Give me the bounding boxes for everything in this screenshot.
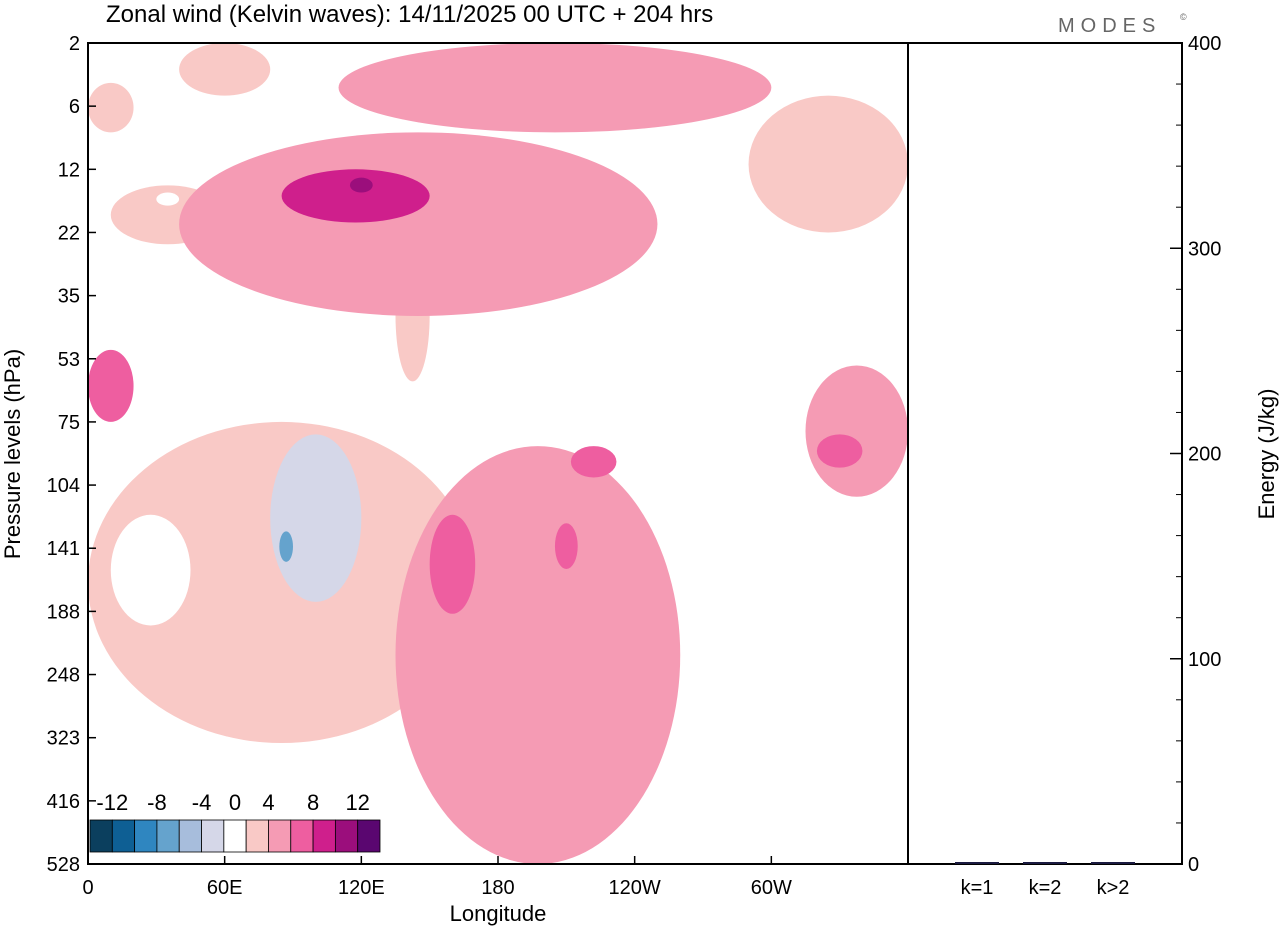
colorbar-cell bbox=[312, 819, 336, 853]
contour-pos-central-pacific-top bbox=[570, 446, 617, 478]
longitude-axis: 0 60E 120E 180 120W 60W bbox=[82, 856, 792, 899]
contour-pos-upper-tilted-core bbox=[281, 169, 430, 223]
colorbar-cells bbox=[89, 819, 381, 853]
x-axis-label: Longitude bbox=[450, 901, 547, 926]
pressure-tick-label: 528 bbox=[47, 854, 80, 876]
energy-category-label: k=2 bbox=[1029, 877, 1062, 899]
colorbar-label: 0 bbox=[229, 790, 241, 815]
longitude-tick-label: 120E bbox=[338, 877, 385, 899]
colorbar-cell bbox=[134, 819, 158, 853]
energy-panel: 0 100 200 300 400 k=1 k=2 k>2 Energy (J/kg) bbox=[907, 33, 1279, 899]
pressure-tick-label: 2 bbox=[69, 33, 80, 55]
pressure-axis: 2 6 12 22 35 53 75 104 141 188 248 323 416 528 bbox=[47, 33, 96, 876]
contour-pos-central-pacific-core-2 bbox=[554, 523, 578, 570]
energy-tick-label: 300 bbox=[1188, 238, 1221, 260]
energy-axis: 0 100 200 300 400 bbox=[1170, 33, 1221, 876]
longitude-tick-label: 60W bbox=[751, 877, 792, 899]
contour-neg-upper-band-3 bbox=[156, 192, 180, 206]
pressure-tick-label: 416 bbox=[47, 791, 80, 813]
pressure-tick-label: 141 bbox=[47, 538, 80, 560]
longitude-tick-label: 0 bbox=[82, 877, 93, 899]
energy-axis-label: Energy (J/kg) bbox=[1254, 389, 1279, 520]
y-axis-label: Pressure levels (hPa) bbox=[0, 349, 25, 559]
colorbar-label: 12 bbox=[345, 790, 369, 815]
pressure-tick-label: 35 bbox=[58, 286, 80, 308]
pressure-tick-label: 188 bbox=[47, 601, 80, 623]
pressure-tick-label: 104 bbox=[47, 475, 80, 497]
colorbar-cell bbox=[89, 819, 113, 853]
colorbar-label: -4 bbox=[192, 790, 212, 815]
logo-mark: © bbox=[1180, 12, 1187, 22]
contour-neg-lower-tilted bbox=[88, 421, 476, 744]
pressure-tick-label: 6 bbox=[69, 96, 80, 118]
contour-pos-left-edge bbox=[88, 349, 134, 422]
colorbar-cell bbox=[111, 819, 136, 853]
energy-bar bbox=[955, 862, 999, 864]
energy-category-label: k>2 bbox=[1097, 877, 1130, 899]
chart-title: Zonal wind (Kelvin waves): 14/11/2025 00… bbox=[106, 1, 713, 28]
pressure-tick-label: 248 bbox=[47, 665, 80, 687]
hovmoller-panel: 2 6 12 22 35 53 75 104 141 188 248 323 416 528 0 60E 12… bbox=[0, 33, 909, 926]
colorbar: -12 -8 -4 0 4 8 12 bbox=[89, 790, 381, 853]
logo-text: MODES bbox=[1058, 15, 1161, 37]
colorbar-cell bbox=[156, 819, 180, 853]
contour-neg-lower-tilted-max bbox=[279, 531, 293, 562]
colorbar-label: 4 bbox=[262, 790, 274, 815]
contour-pos-upper-tilted-max bbox=[349, 177, 373, 193]
energy-tick-label: 400 bbox=[1188, 33, 1221, 55]
colorbar-cell bbox=[357, 819, 381, 853]
contour-neg-lower-tilted-core bbox=[270, 434, 362, 602]
longitude-tick-label: 180 bbox=[481, 877, 514, 899]
contour-neg-lower-left bbox=[110, 514, 191, 626]
contour-pos-upper-tilted-band bbox=[179, 132, 658, 316]
colorbar-cell bbox=[268, 819, 292, 853]
colorbar-cell bbox=[178, 819, 202, 853]
contour-pos-right-edge bbox=[805, 365, 908, 497]
pressure-tick-label: 323 bbox=[47, 728, 80, 750]
modes-logo: MODES © bbox=[1058, 12, 1187, 37]
energy-tick-label: 100 bbox=[1188, 649, 1221, 671]
colorbar-cell bbox=[334, 819, 359, 853]
contour-pos-central-pacific-core bbox=[429, 514, 476, 614]
contour-pos-central-pacific bbox=[395, 446, 681, 864]
energy-categories: k=1 k=2 k>2 bbox=[961, 877, 1130, 899]
energy-tick-label: 0 bbox=[1188, 854, 1199, 876]
contour-pos-right-edge-core bbox=[816, 434, 863, 468]
contour-neg-upper-band-1 bbox=[179, 43, 271, 96]
colorbar-label: 8 bbox=[307, 790, 319, 815]
energy-panel-frame bbox=[907, 42, 1183, 865]
colorbar-label: -12 bbox=[96, 790, 128, 815]
pressure-tick-label: 53 bbox=[58, 349, 80, 371]
colorbar-labels: -12 -8 -4 0 4 8 12 bbox=[96, 790, 370, 815]
contour-pos-upper-top bbox=[338, 43, 772, 133]
energy-bar bbox=[1023, 862, 1067, 864]
energy-bars bbox=[955, 862, 1135, 864]
longitude-tick-label: 120W bbox=[609, 877, 661, 899]
contour-neg-upper-right bbox=[748, 95, 908, 233]
contour-neg-upper-left bbox=[88, 82, 134, 133]
colorbar-cell bbox=[245, 819, 269, 853]
energy-tick-label: 200 bbox=[1188, 444, 1221, 466]
colorbar-cell bbox=[290, 819, 314, 853]
pressure-tick-label: 22 bbox=[58, 222, 80, 244]
colorbar-label: -8 bbox=[147, 790, 167, 815]
pressure-tick-label: 75 bbox=[58, 412, 80, 434]
wind-contours bbox=[88, 43, 908, 864]
colorbar-cell bbox=[223, 819, 247, 853]
colorbar-cell bbox=[201, 819, 225, 853]
energy-bar bbox=[1091, 862, 1135, 864]
longitude-tick-label: 60E bbox=[207, 877, 243, 899]
energy-category-label: k=1 bbox=[961, 877, 994, 899]
pressure-tick-label: 12 bbox=[58, 159, 80, 181]
